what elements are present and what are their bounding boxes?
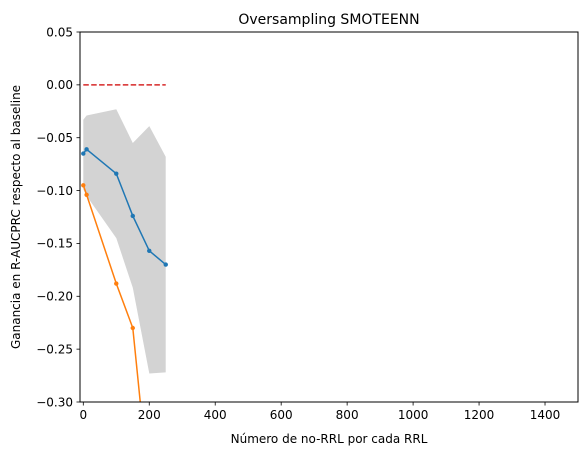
data-point (147, 248, 152, 254)
y-tick-label: 0.00 (46, 78, 73, 92)
x-tick-label: 600 (270, 408, 293, 422)
data-point (81, 151, 86, 156)
x-tick-label: 1200 (464, 408, 495, 422)
x-tick-label: 1000 (398, 408, 429, 422)
y-tick-label: −0.20 (36, 290, 73, 304)
plot-frame (79, 31, 579, 403)
y-tick-label: −0.25 (36, 342, 73, 356)
y-axis-title: Ganancia en R-AUCPRC respecto al baselin… (9, 85, 23, 349)
data-point (130, 213, 135, 219)
y-tick-label: −0.15 (36, 237, 73, 251)
data-point (163, 262, 168, 267)
y-tick-label: 0.05 (46, 25, 73, 39)
plot-area (81, 84, 168, 402)
data-point (114, 281, 119, 286)
confidence-band (83, 109, 166, 374)
y-tick-label: −0.05 (36, 131, 73, 145)
y-tick-label: −0.30 (36, 395, 73, 409)
x-tick-label: 800 (336, 408, 359, 422)
y-axis: 0.05 0.00 −0.05 −0.10 −0.15 −0.20 −0.25 −0.30 (36, 25, 80, 409)
data-point (130, 325, 135, 331)
x-axis-title: Número de no-RRL por cada RRL (231, 432, 428, 446)
chart-title: Oversampling SMOTEENN (238, 12, 419, 28)
x-tick-label: 200 (138, 408, 161, 422)
x-axis: 0 200 400 600 800 1000 1200 1400 (79, 402, 560, 422)
data-point (84, 192, 89, 197)
data-point (114, 171, 119, 176)
x-tick-label: 0 (79, 408, 87, 422)
y-tick-label: −0.10 (36, 184, 73, 198)
x-tick-label: 400 (204, 408, 227, 422)
data-point (84, 147, 89, 152)
x-tick-label: 1400 (530, 408, 561, 422)
data-point (81, 183, 86, 188)
